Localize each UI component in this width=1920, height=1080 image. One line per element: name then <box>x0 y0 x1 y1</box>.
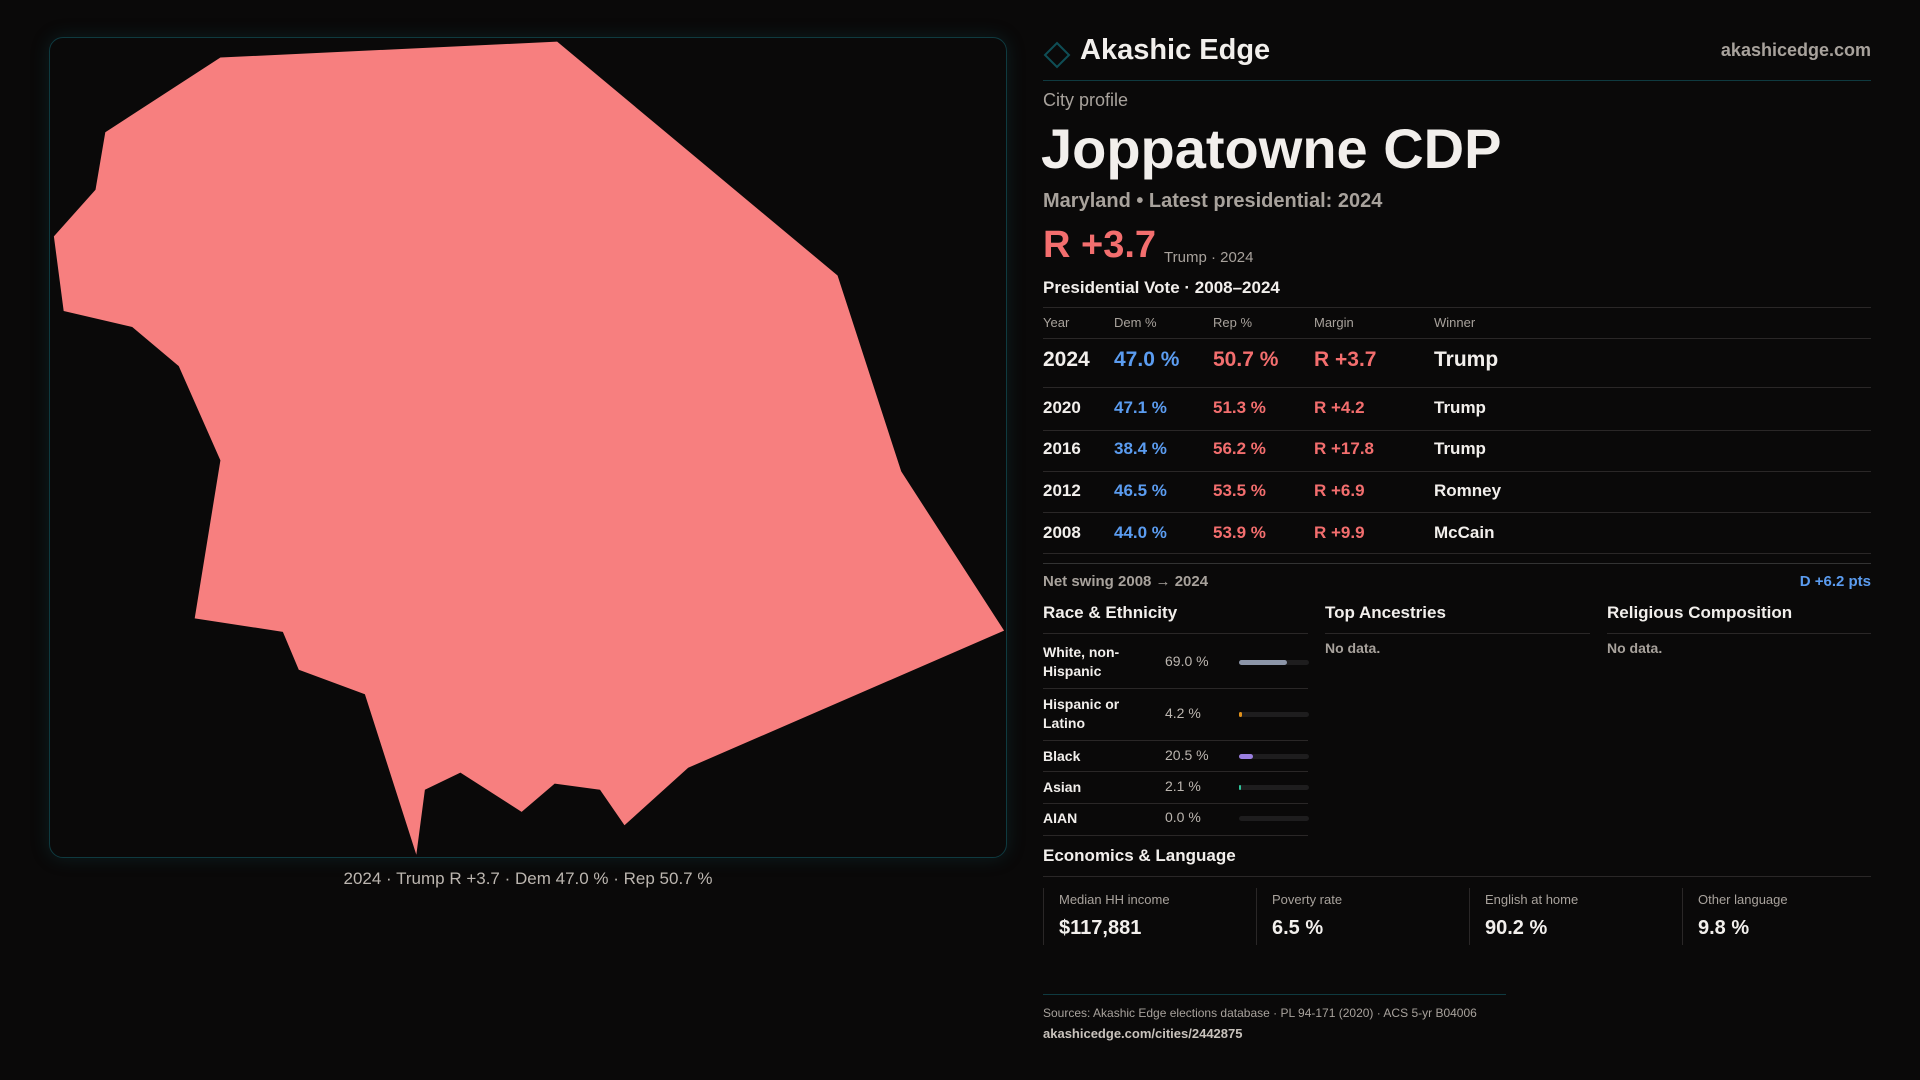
vote-margin: R +17.8 <box>1314 439 1375 458</box>
race-label: Black <box>1043 748 1081 764</box>
race-label: Asian <box>1043 779 1082 795</box>
city-url[interactable]: akashicedge.com/cities/2442875 <box>1043 1026 1243 1041</box>
race-bar-fill <box>1239 660 1288 665</box>
row-divider <box>1043 471 1871 472</box>
map-caption: 2024 · Trump R +3.7 · Dem 47.0 % · Rep 5… <box>343 869 713 888</box>
vote-margin: R +6.9 <box>1314 481 1365 500</box>
vote-margin: R +3.7 <box>1314 348 1377 371</box>
stat-card: Poverty rate 6.5 % <box>1256 888 1456 945</box>
city-boundary-shape[interactable] <box>53 41 1005 855</box>
race-title: Race & Ethnicity <box>1043 603 1178 622</box>
vote-rep: 50.7 % <box>1213 348 1279 371</box>
race-value: 2.1 % <box>1165 778 1201 794</box>
net-swing-label: Net swing 2008 → 2024 <box>1043 573 1209 590</box>
ancestries-title: Top Ancestries <box>1325 603 1446 622</box>
vote-margin: R +9.9 <box>1314 523 1365 542</box>
row-divider <box>1043 835 1308 836</box>
col-year: Year <box>1043 315 1070 330</box>
stat-value: 90.2 % <box>1485 917 1548 939</box>
race-bar-fill <box>1239 712 1242 717</box>
stat-value: 9.8 % <box>1698 917 1750 939</box>
row-divider <box>1043 387 1871 388</box>
stat-label: English at home <box>1485 892 1579 907</box>
col-dem: Dem % <box>1114 315 1157 330</box>
sources-text: Sources: Akashic Edge elections database… <box>1043 1006 1477 1020</box>
margin-note: Trump · 2024 <box>1164 249 1254 266</box>
vote-rep: 51.3 % <box>1213 398 1266 417</box>
race-bar <box>1239 754 1309 759</box>
vote-margin: R +4.2 <box>1314 398 1365 417</box>
religion-empty: No data. <box>1607 640 1663 656</box>
stat-card: English at home 90.2 % <box>1469 888 1669 945</box>
vote-year: 2008 <box>1043 523 1081 542</box>
vote-winner: Trump <box>1434 439 1486 458</box>
vote-winner: Romney <box>1434 481 1502 500</box>
col-winner: Winner <box>1434 315 1476 330</box>
stat-card: Median HH income $117,881 <box>1043 888 1243 945</box>
race-bar <box>1239 785 1309 790</box>
stat-value: $117,881 <box>1059 917 1142 939</box>
page-kicker: City profile <box>1043 90 1129 110</box>
race-bar <box>1239 660 1309 665</box>
col-margin: Margin <box>1314 315 1354 330</box>
row-divider <box>1043 803 1308 804</box>
vote-year: 2012 <box>1043 481 1081 500</box>
map-panel <box>49 37 1007 858</box>
race-label: White, non-Hispanic <box>1043 644 1120 679</box>
page-subtitle: Maryland • Latest presidential: 2024 <box>1043 190 1383 212</box>
vote-rep: 56.2 % <box>1213 439 1266 458</box>
race-bar <box>1239 816 1309 821</box>
vote-winner: Trump <box>1434 398 1486 417</box>
brand-name: Akashic Edge <box>1080 34 1271 66</box>
vote-dem: 46.5 % <box>1114 481 1167 500</box>
vote-winner: McCain <box>1434 523 1495 542</box>
vote-year: 2016 <box>1043 439 1081 458</box>
stat-value: 6.5 % <box>1272 917 1324 939</box>
row-divider <box>1043 740 1308 741</box>
stat-card: Other language 9.8 % <box>1682 888 1882 945</box>
race-value: 0.0 % <box>1165 809 1201 825</box>
stat-label: Other language <box>1698 892 1788 907</box>
vote-rep: 53.5 % <box>1213 481 1266 500</box>
race-value: 4.2 % <box>1165 705 1201 721</box>
race-bar-fill <box>1239 785 1242 790</box>
page-title: Joppatowne CDP <box>1041 117 1502 180</box>
latest-margin: R +3.7 <box>1043 224 1157 266</box>
vote-winner: Trump <box>1434 348 1499 371</box>
site-link[interactable]: akashicedge.com <box>1720 40 1871 60</box>
diamond-logo-icon <box>1043 41 1071 69</box>
stat-label: Poverty rate <box>1272 892 1343 907</box>
vote-year: 2020 <box>1043 398 1081 417</box>
race-value: 20.5 % <box>1165 747 1209 763</box>
vote-rep: 53.9 % <box>1213 523 1266 542</box>
vote-dem: 38.4 % <box>1114 439 1167 458</box>
vote-dem: 47.0 % <box>1114 348 1180 371</box>
race-value: 69.0 % <box>1165 653 1209 669</box>
ancestries-empty: No data. <box>1325 640 1381 656</box>
row-divider <box>1043 553 1871 554</box>
race-bar <box>1239 712 1309 717</box>
row-divider <box>1043 688 1308 689</box>
vote-year: 2024 <box>1043 348 1090 371</box>
net-swing-value: D +6.2 pts <box>1799 573 1871 590</box>
row-divider <box>1043 771 1308 772</box>
economics-title: Economics & Language <box>1043 846 1236 865</box>
race-label: AIAN <box>1043 810 1078 826</box>
row-divider <box>1043 430 1871 431</box>
stat-label: Median HH income <box>1059 892 1170 907</box>
religion-title: Religious Composition <box>1607 603 1793 622</box>
race-label: Hispanic or Latino <box>1043 696 1120 731</box>
row-divider <box>1043 512 1871 513</box>
race-bar-fill <box>1239 754 1254 759</box>
col-rep: Rep % <box>1213 315 1253 330</box>
vote-dem: 47.1 % <box>1114 398 1167 417</box>
vote-dem: 44.0 % <box>1114 523 1167 542</box>
votes-title: Presidential Vote · 2008–2024 <box>1043 278 1280 297</box>
